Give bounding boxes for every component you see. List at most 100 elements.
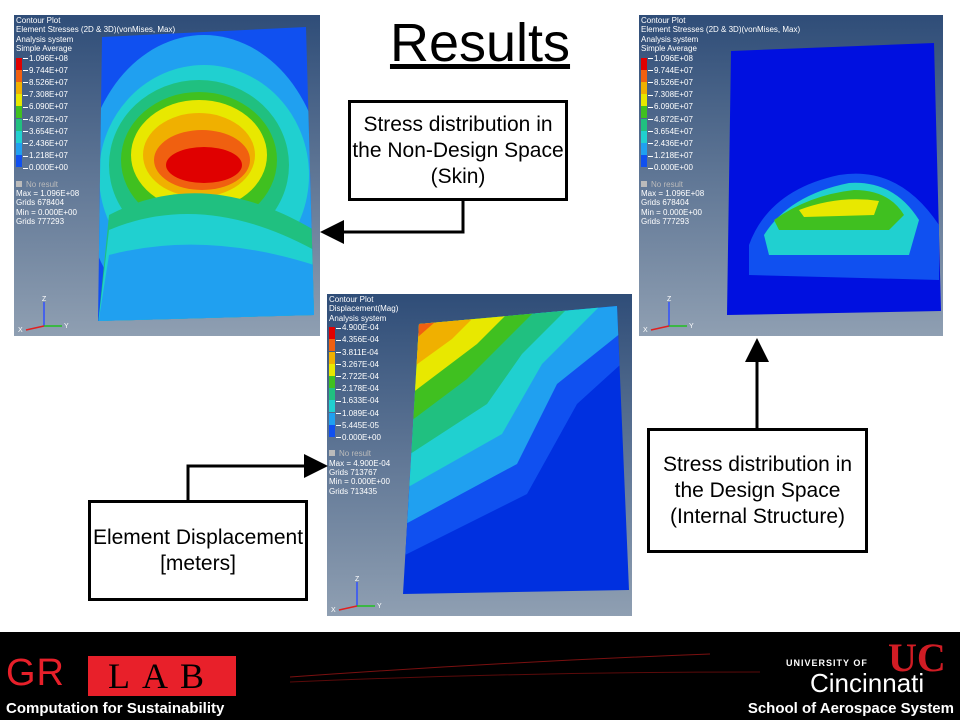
legend-level-label: 4.872E+07 — [23, 115, 68, 124]
legend-swatch — [329, 327, 335, 340]
legend-stat: Min = 0.000E+00 — [16, 207, 77, 217]
legend-level: 2.436E+07 — [641, 139, 800, 155]
legend-no-result: No result — [329, 449, 398, 458]
axis-y-label: Y — [377, 603, 382, 610]
legend-level: 5.445E-05 — [329, 421, 398, 437]
legend-header-line: Simple Average — [641, 44, 697, 54]
legend-stat: Max = 4.900E-04 — [329, 458, 391, 468]
contour-legend: Contour Plot Element Stresses (2D & 3D)(v… — [641, 16, 800, 227]
legend-level: 0.000E+00 — [16, 163, 175, 179]
legend-level-label: 2.436E+07 — [648, 139, 693, 148]
callout-displacement: Element Displacement [meters] — [88, 500, 308, 601]
legend-level: 6.090E+07 — [641, 102, 800, 119]
legend-swatch — [16, 155, 22, 168]
contour-legend: Contour Plot Displacement(Mag) Analysis sy… — [329, 295, 398, 496]
callout-internal: Stress distribution in the Design Space … — [647, 428, 868, 553]
legend-level-label: 0.000E+00 — [648, 163, 693, 172]
legend-stat: Max = 1.096E+08 — [16, 188, 80, 198]
legend-swatch — [16, 82, 22, 94]
legend-stat: Grids 713767 — [329, 467, 378, 477]
legend-level-label: 2.722E-04 — [336, 372, 379, 381]
legend-header-line: Analysis system — [641, 34, 699, 44]
legend-level-label: 1.218E+07 — [648, 151, 693, 160]
legend-stat: Min = 0.000E+00 — [329, 477, 390, 487]
legend-swatch — [641, 57, 647, 70]
axis-y-label: Y — [689, 323, 694, 330]
legend-level: 1.633E-04 — [329, 396, 398, 413]
legend-level-label: 4.872E+07 — [648, 115, 693, 124]
legend-swatch — [329, 351, 335, 364]
legend-level: 3.654E+07 — [16, 127, 175, 143]
legend-level: 2.178E-04 — [329, 384, 398, 401]
legend-level-label: 8.526E+07 — [23, 78, 68, 87]
legend-level: 3.267E-04 — [329, 360, 398, 376]
legend-swatch — [641, 155, 647, 168]
legend-swatch — [16, 130, 22, 143]
legend-stat: Min = 0.000E+00 — [641, 207, 702, 217]
legend-level-label: 1.096E+08 — [648, 54, 693, 63]
skin-contour-geometry — [98, 27, 314, 321]
legend-swatch — [329, 400, 335, 413]
legend-swatch — [16, 142, 22, 155]
legend-header-line: Displacement(Mag) — [329, 304, 399, 314]
arrow-to-displacement — [186, 454, 328, 500]
legend-level: 4.872E+07 — [16, 115, 175, 131]
legend-level-label: 7.308E+07 — [648, 90, 693, 99]
legend-level-label: 3.267E-04 — [336, 360, 379, 369]
legend-swatch — [329, 375, 335, 388]
legend-stat: Grids 678404 — [641, 198, 690, 208]
legend-level: 8.526E+07 — [641, 78, 800, 94]
legend-swatch — [16, 118, 22, 131]
legend-swatch — [641, 130, 647, 143]
legend-swatch — [329, 388, 335, 401]
footer-banner: GR LAB Computation for Sustainability UC… — [0, 632, 960, 720]
university-of-text: UNIVERSITY OF — [786, 658, 868, 668]
legend-level-label: 0.000E+00 — [23, 163, 68, 172]
legend-level: 6.090E+07 — [16, 102, 175, 119]
axis-z-label: Z — [355, 576, 360, 583]
legend-swatch — [641, 82, 647, 94]
stress-skin-contour-plot: Contour Plot Element Stresses (2D & 3D)(v… — [14, 15, 320, 336]
legend-header-line: Simple Average — [16, 44, 72, 54]
stress-internal-contour-plot: Contour Plot Element Stresses (2D & 3D)(v… — [639, 15, 943, 336]
legend-level: 7.308E+07 — [16, 90, 175, 107]
legend-header-line: Analysis system — [329, 313, 387, 323]
displacement-contour-geometry — [403, 306, 629, 594]
legend-swatch — [16, 69, 22, 82]
legend-level: 1.096E+08 — [641, 54, 800, 70]
legend-stat: Grids 777293 — [16, 217, 65, 227]
legend-stat: Grids 777293 — [641, 217, 690, 227]
legend-header-line: Element Stresses (2D & 3D)(vonMises, Max… — [16, 25, 176, 35]
internal-contour-geometry — [727, 43, 941, 315]
legend-stat: Grids 678404 — [16, 198, 65, 208]
legend-swatch — [329, 412, 335, 425]
legend-swatch — [329, 424, 335, 437]
legend-level-label: 1.089E-04 — [336, 409, 379, 418]
grlab-logo-gr: GR — [6, 652, 65, 694]
legend-level: 9.744E+07 — [16, 66, 175, 82]
legend-swatch — [16, 106, 22, 119]
legend-swatch — [641, 142, 647, 155]
legend-level: 1.218E+07 — [16, 151, 175, 168]
legend-level-label: 6.090E+07 — [23, 102, 68, 111]
legend-level-label: 7.308E+07 — [23, 90, 68, 99]
legend-level-label: 1.096E+08 — [23, 54, 68, 63]
grlab-logo-lab: LAB — [88, 656, 236, 696]
displacement-contour-plot: Contour Plot Displacement(Mag) Analysis sy… — [327, 294, 632, 616]
legend-level-label: 3.654E+07 — [648, 127, 693, 136]
legend-level-label: 4.356E-04 — [336, 335, 379, 344]
axis-triad-icon: Z Y X — [329, 574, 389, 614]
legend-level-label: 9.744E+07 — [648, 66, 693, 75]
legend-no-result: No result — [641, 180, 800, 189]
tagline: Computation for Sustainability — [6, 700, 225, 717]
legend-level-label: 3.654E+07 — [23, 127, 68, 136]
legend-level-label: 8.526E+07 — [648, 78, 693, 87]
legend-level: 3.811E-04 — [329, 348, 398, 364]
uc-logo-mark: UC — [888, 635, 946, 680]
legend-level-label: 4.900E-04 — [336, 323, 379, 332]
legend-header-line: Contour Plot — [16, 16, 61, 25]
axis-x-label: X — [643, 327, 648, 334]
axis-triad-icon: Z Y X — [16, 294, 76, 334]
legend-swatch — [641, 69, 647, 82]
